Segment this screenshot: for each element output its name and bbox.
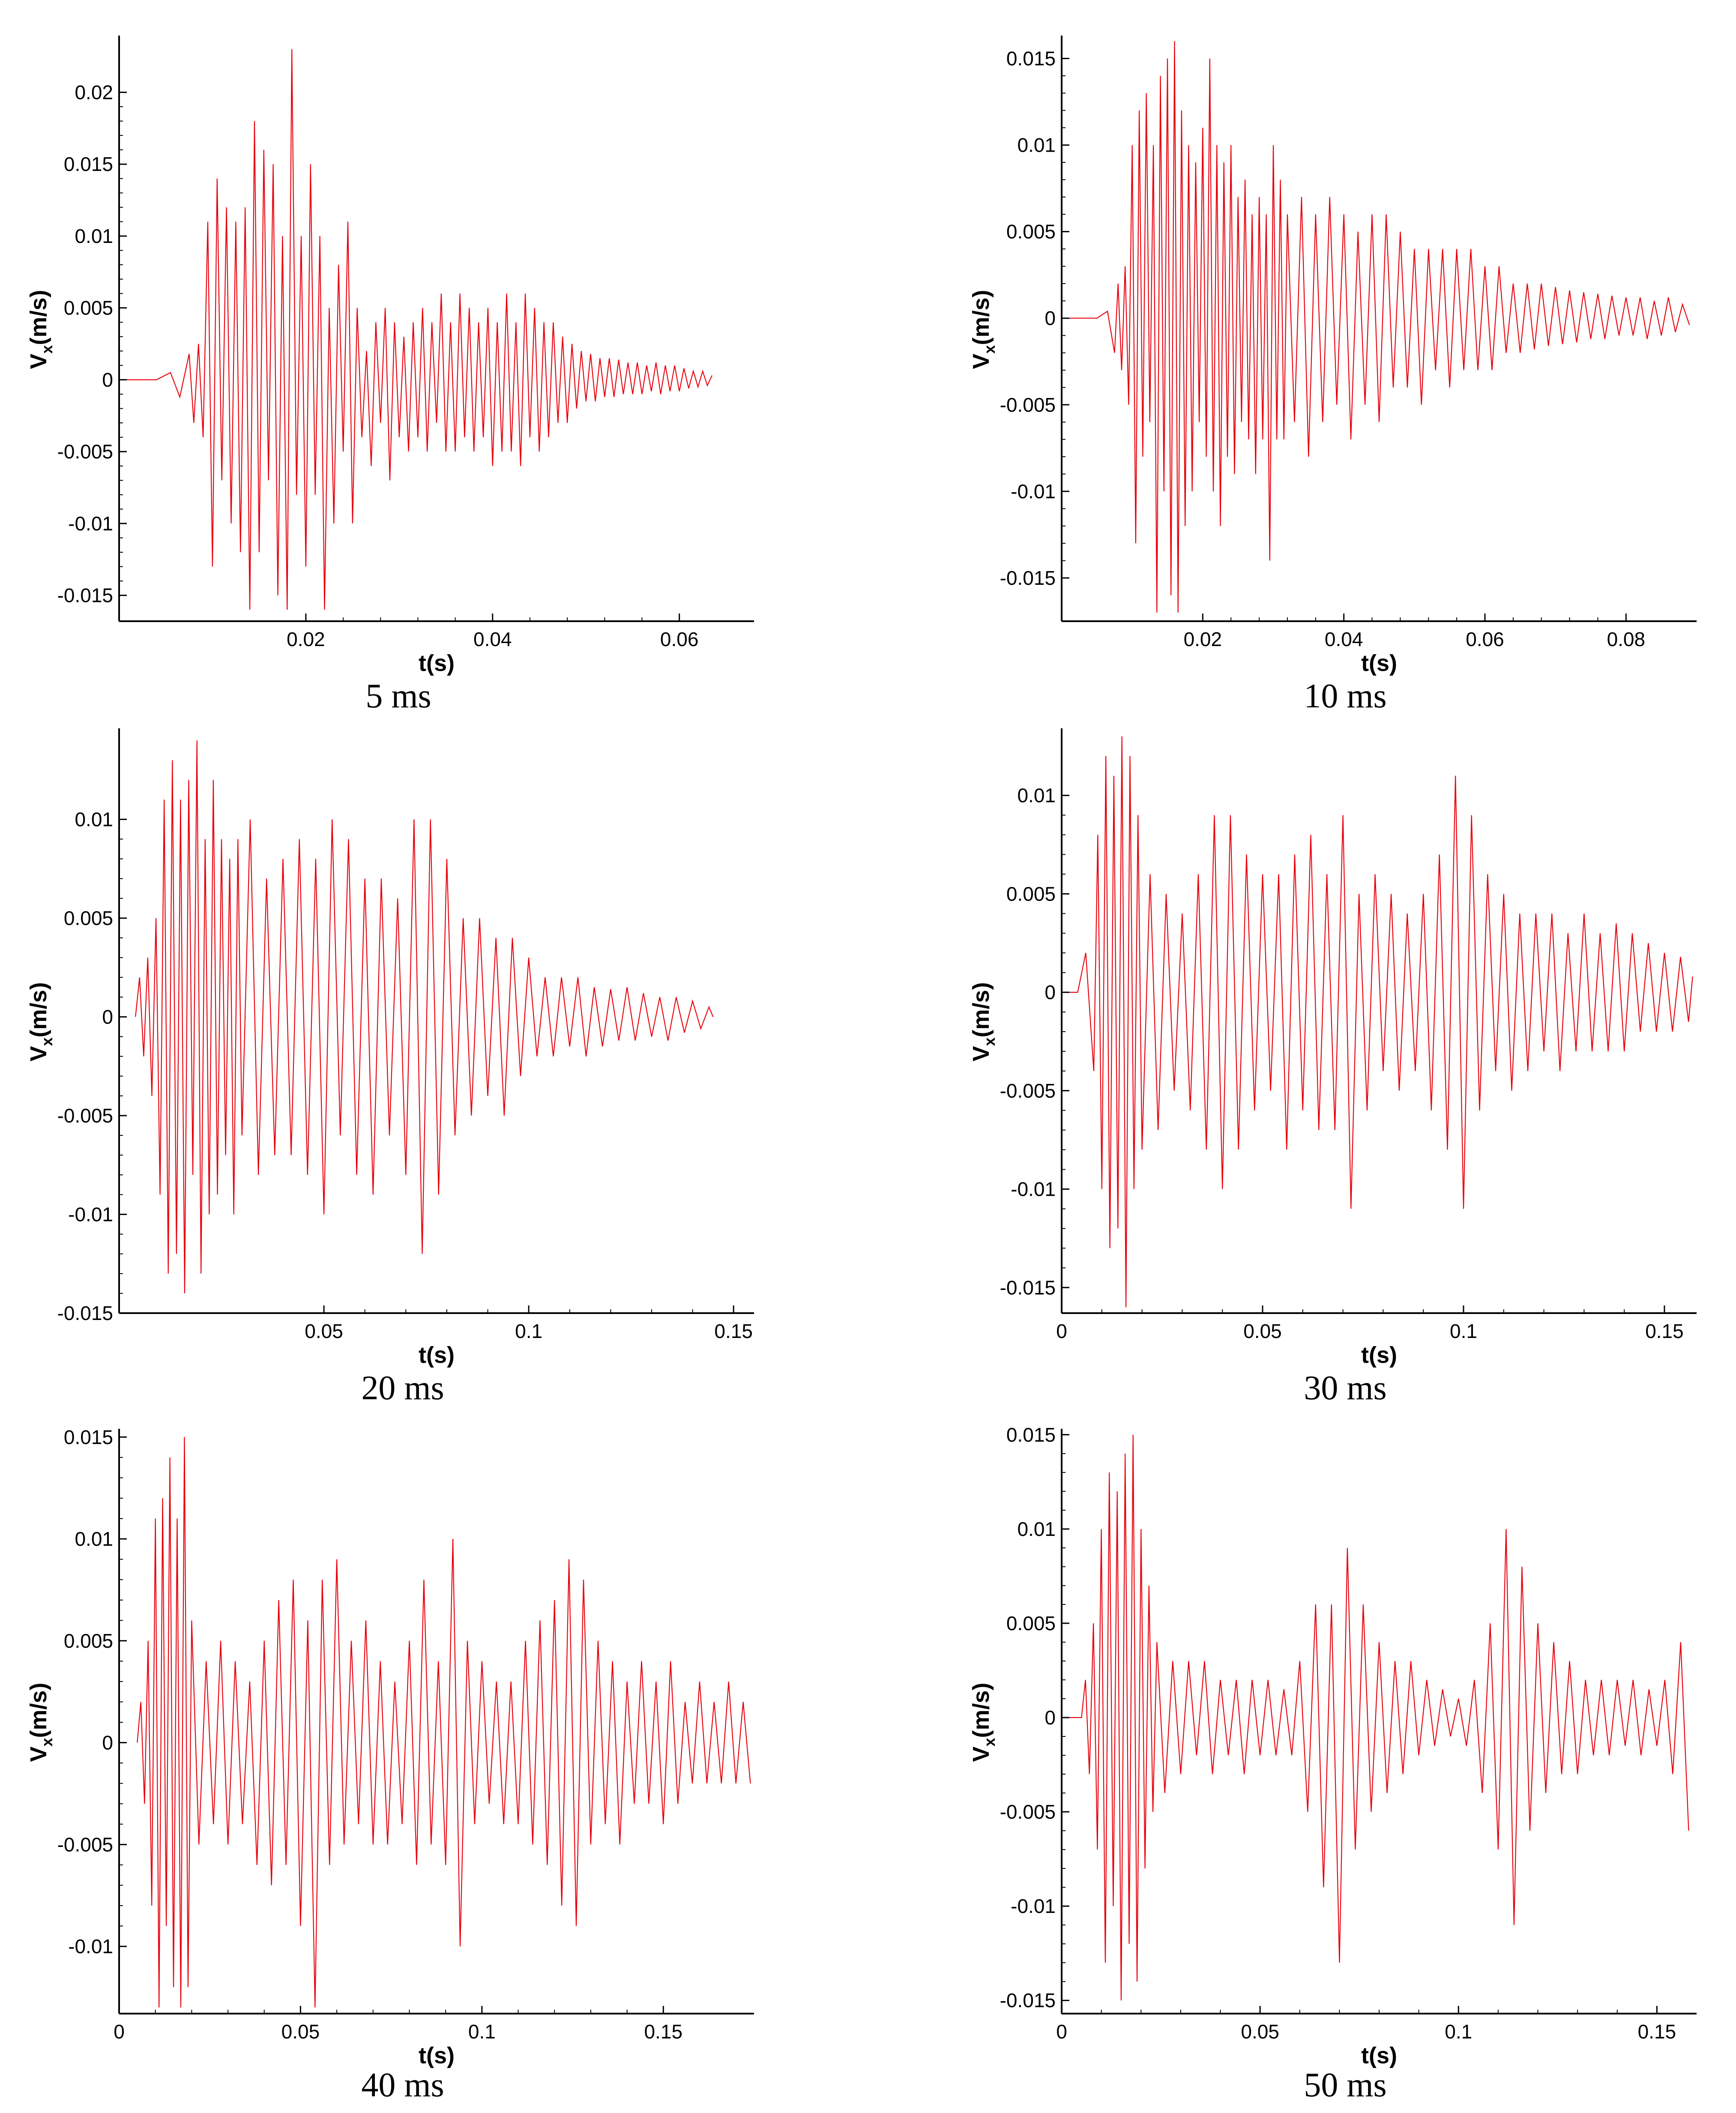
y-tick-label: 0	[1045, 307, 1056, 329]
x-tick-label: 0.1	[468, 2020, 496, 2043]
caption-5ms: 5 ms	[365, 677, 431, 715]
series-line-0	[1062, 1434, 1689, 2001]
y-tick-label: -0.005	[1000, 394, 1056, 416]
x-tick-label: 0	[1056, 2020, 1067, 2043]
y-tick-label: -0.005	[1000, 1080, 1056, 1102]
x-tick-label: 0.06	[1466, 628, 1504, 650]
y-tick-label: 0.02	[75, 81, 113, 103]
x-tick-label: 0.02	[1184, 628, 1222, 650]
chart-10ms: -0.015 -0.01 -0.005 0 0.005 0.01 0.015 0.02 0.04…	[968, 36, 1697, 676]
y-tick-label: -0.015	[57, 584, 113, 607]
y-tick-label: 0.01	[75, 808, 113, 830]
chart-20ms: -0.015 -0.01 -0.005 0 0.005 0.01 0.05 0.1 0.15 t(…	[26, 728, 754, 1368]
y-tick-label: 0	[102, 1006, 113, 1028]
chart-panel-40ms: -0.01 -0.005 0 0.005 0.01 0.015 0 0.05 0.1 0.15 t(…	[26, 1426, 754, 2104]
chart-panel-10ms: -0.015 -0.01 -0.005 0 0.005 0.01 0.015 0.02 0.04…	[0, 0, 1736, 715]
y-tick-label: 0.005	[1006, 883, 1056, 905]
caption-20ms: 20 ms	[361, 1369, 444, 1407]
x-tick-label: 0.02	[287, 628, 325, 650]
y-tick-label: -0.01	[1011, 1895, 1056, 1917]
y-tick-label: 0.015	[64, 153, 113, 175]
y-tick-label: -0.005	[57, 1104, 113, 1127]
x-axis-title: t(s)	[1361, 2043, 1397, 2068]
y-tick-label: 0	[102, 368, 113, 391]
x-tick-label: 0.05	[1241, 2020, 1279, 2043]
x-tick-label: 0.15	[714, 1320, 753, 1342]
x-tick-label: 0.05	[305, 1320, 343, 1342]
y-tick-label: -0.01	[1011, 1178, 1056, 1200]
series-line-0	[135, 740, 714, 1293]
caption-40ms: 40 ms	[361, 2066, 444, 2104]
x-tick-label: 0.15	[1638, 2020, 1676, 2043]
y-tick-label: 0.005	[64, 1630, 113, 1652]
y-axis-title: Vx(m/s)	[26, 290, 56, 369]
y-tick-label: 0	[1045, 1706, 1056, 1729]
y-axis-title: Vx(m/s)	[968, 1682, 998, 1762]
y-tick-label: 0.01	[1017, 1518, 1056, 1540]
y-tick-label: -0.015	[57, 1302, 113, 1324]
x-tick-label: 0.05	[281, 2020, 320, 2043]
x-axis-title: t(s)	[1361, 650, 1397, 676]
x-tick-label: 0.1	[1445, 2020, 1472, 2043]
y-tick-label: -0.01	[68, 512, 113, 535]
y-axis-title: Vx(m/s)	[26, 1682, 56, 1762]
y-tick-label: 0.015	[1006, 1424, 1056, 1446]
y-tick-label: -0.01	[68, 1935, 113, 1957]
chart-panel-20ms: -0.015 -0.01 -0.005 0 0.005 0.01 0.05 0.1 0.15 t(…	[0, 0, 868, 1414]
series-line-0	[119, 49, 712, 610]
y-axis-title: Vx(m/s)	[968, 982, 998, 1061]
y-tick-label: 0.01	[75, 1528, 113, 1550]
x-tick-label: 0.04	[473, 628, 512, 650]
x-tick-label: 0.15	[1645, 1320, 1684, 1342]
y-tick-label: 0.01	[1017, 784, 1056, 807]
y-tick-label: 0.015	[1006, 47, 1056, 69]
chart-5ms: -0.015 -0.01 -0.005 0 0.005 0.01 0.015 0.02 0.02…	[26, 36, 754, 676]
caption-50ms: 50 ms	[1304, 2066, 1387, 2104]
x-axis-title: t(s)	[1361, 1342, 1397, 1368]
y-tick-label: 0.015	[64, 1426, 113, 1448]
x-axis-title: t(s)	[419, 1342, 455, 1368]
y-tick-label: 0.01	[1017, 134, 1056, 156]
y-tick-label: -0.015	[1000, 1276, 1056, 1299]
y-tick-label: 0.005	[64, 297, 113, 319]
chart-panel-5ms: -0.015 -0.01 -0.005 0 0.005 0.01 0.015 0.02 0.02…	[0, 0, 868, 715]
x-tick-label: 0.08	[1607, 628, 1646, 650]
series-line-0	[137, 1437, 751, 2008]
series-line-0	[1062, 736, 1693, 1308]
x-tick-label: 0	[114, 2020, 125, 2043]
y-tick-label: -0.005	[57, 440, 113, 463]
y-tick-label: -0.01	[1011, 480, 1056, 503]
x-tick-label: 0.15	[644, 2020, 683, 2043]
y-tick-label: 0.005	[1006, 1612, 1056, 1634]
y-tick-label: 0	[102, 1732, 113, 1754]
caption-30ms: 30 ms	[1304, 1369, 1387, 1407]
x-tick-label: 0.06	[660, 628, 699, 650]
series-line-0	[1062, 41, 1690, 613]
y-tick-label: -0.015	[1000, 567, 1056, 589]
x-tick-label: 0	[1056, 1320, 1067, 1342]
x-axis-title: t(s)	[419, 2043, 455, 2068]
y-axis-title: Vx(m/s)	[26, 982, 56, 1061]
caption-10ms: 10 ms	[1304, 677, 1387, 715]
y-tick-label: -0.005	[57, 1833, 113, 1856]
x-axis-title: t(s)	[419, 650, 455, 676]
x-tick-label: 0.1	[1450, 1320, 1477, 1342]
chart-30ms: -0.015 -0.01 -0.005 0 0.005 0.01 0 0.05 0.1 0.15 t…	[968, 728, 1697, 1368]
y-axis-title: Vx(m/s)	[968, 290, 998, 369]
y-tick-label: -0.01	[68, 1203, 113, 1225]
y-tick-label: -0.005	[1000, 1801, 1056, 1823]
y-tick-label: 0	[1045, 981, 1056, 1003]
y-tick-label: -0.015	[1000, 1989, 1056, 2011]
x-tick-label: 0.1	[515, 1320, 542, 1342]
x-tick-label: 0.05	[1243, 1320, 1282, 1342]
x-tick-label: 0.04	[1325, 628, 1363, 650]
chart-40ms: -0.01 -0.005 0 0.005 0.01 0.015 0 0.05 0.1 0.15 t(…	[26, 1426, 754, 2068]
chart-panel-30ms: -0.015 -0.01 -0.005 0 0.005 0.01 0 0.05 0.1 0.15 t…	[968, 728, 1697, 1407]
y-tick-label: 0.01	[75, 225, 113, 247]
y-tick-label: 0.005	[64, 907, 113, 929]
y-tick-label: 0.005	[1006, 221, 1056, 243]
